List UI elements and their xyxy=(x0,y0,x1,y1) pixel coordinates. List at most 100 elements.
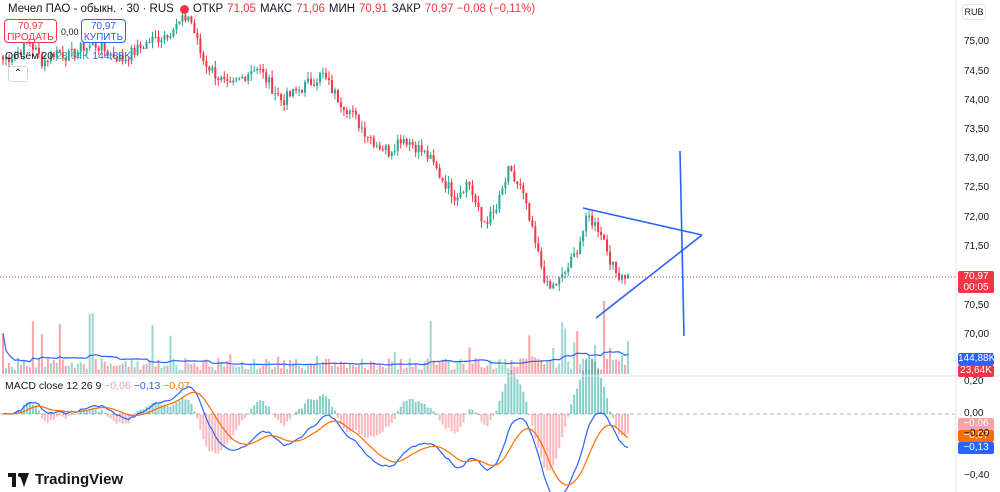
macd-histogram-bar xyxy=(513,373,516,414)
candle-body xyxy=(579,241,582,255)
collapse-legend-button[interactable]: ⌃ xyxy=(8,66,28,82)
macd-histogram-bar xyxy=(310,399,313,414)
volume-bar xyxy=(58,324,61,374)
volume-bar xyxy=(37,358,40,374)
volume-bar xyxy=(28,367,31,374)
macd-histogram-bar xyxy=(58,414,61,416)
volume-bar xyxy=(181,369,184,374)
macd-legend[interactable]: MACD close 12 26 9 −0,06 −0,13 −0,07 xyxy=(5,380,190,392)
volume-bar xyxy=(124,361,127,374)
volume-bar xyxy=(67,365,70,374)
volume-bar xyxy=(573,342,576,374)
volume-bar xyxy=(154,366,157,374)
volume-bar xyxy=(582,358,585,374)
volume-bar xyxy=(420,369,423,374)
spread-value: 0,00 xyxy=(61,27,79,37)
volume-legend-name: Объём 20 xyxy=(5,50,54,62)
macd-hist-badge: −0,06 xyxy=(958,418,994,430)
candle-body xyxy=(624,275,627,279)
volume-bar xyxy=(564,328,567,374)
macd-histogram-bar xyxy=(492,414,495,416)
macd-histogram-bar xyxy=(510,369,513,414)
volume-bar xyxy=(13,369,16,374)
macd-histogram-bar xyxy=(25,402,28,414)
macd-histogram-bar xyxy=(561,414,564,438)
bar-countdown: 00:05 xyxy=(963,282,989,293)
macd-histogram-bar xyxy=(196,414,199,419)
volume-bar xyxy=(133,367,136,374)
volume-bar xyxy=(372,362,375,374)
volume-bar xyxy=(384,368,387,374)
triangle-drawing[interactable] xyxy=(582,150,703,337)
candle-body xyxy=(70,48,73,51)
macd-histogram-bar xyxy=(426,407,429,414)
price-tick: 75,00 xyxy=(964,36,990,47)
macd-histogram-bar xyxy=(339,414,342,425)
volume-bar xyxy=(390,361,393,374)
candle-body xyxy=(576,253,579,255)
volume-bar xyxy=(172,358,175,374)
candle-body xyxy=(100,42,103,51)
buy-button[interactable]: 70,97 КУПИТЬ xyxy=(81,19,126,43)
volume-bar xyxy=(241,361,244,374)
volume-bar xyxy=(609,347,612,374)
volume-bar xyxy=(10,366,13,374)
candle-body xyxy=(537,242,540,252)
volume-bar xyxy=(163,365,166,374)
macd-histogram-bar xyxy=(16,409,19,414)
macd-histogram-bar xyxy=(597,369,600,414)
macd-histogram-bar xyxy=(411,399,414,414)
macd-histogram-bar xyxy=(348,414,351,432)
macd-histogram-bar xyxy=(103,412,106,414)
volume-legend[interactable]: Объём 20 23,64K 144,88K xyxy=(5,50,131,62)
candle-body xyxy=(193,22,196,34)
tradingview-logo[interactable]: TradingView xyxy=(8,471,123,488)
volume-bar xyxy=(16,357,19,374)
logo-text: TradingView xyxy=(35,471,124,488)
volume-bar xyxy=(354,366,357,374)
candle-body xyxy=(369,136,372,138)
volume-bar xyxy=(157,359,160,374)
volume-bar xyxy=(426,358,429,374)
macd-histogram-bar xyxy=(357,414,360,434)
volume-bar xyxy=(351,365,354,374)
macd-histogram-bar xyxy=(591,358,594,414)
volume-bar xyxy=(115,366,118,374)
macd-histogram-bar xyxy=(549,414,552,471)
macd-histogram-bar xyxy=(208,414,211,452)
price-tick: 72,50 xyxy=(964,182,990,193)
candle-body xyxy=(202,53,205,62)
macd-histogram-bar xyxy=(402,401,405,414)
sell-button[interactable]: 70,97 ПРОДАТЬ xyxy=(4,19,57,43)
volume-bar xyxy=(606,358,609,374)
candle-body xyxy=(426,150,429,159)
volume-bar xyxy=(522,358,525,374)
volume-bar xyxy=(22,359,25,374)
macd-histogram-bar xyxy=(253,404,256,414)
candle-body xyxy=(289,91,292,97)
candle-body xyxy=(507,166,510,182)
candle-body xyxy=(145,42,148,49)
macd-histogram-bar xyxy=(438,414,441,421)
price-tick: 72,00 xyxy=(964,212,990,223)
candle-body xyxy=(34,47,37,50)
volume-bar xyxy=(555,367,558,374)
volume-last-badge: 23,64K xyxy=(958,365,994,377)
volume-bars xyxy=(2,301,629,374)
candle-body xyxy=(582,231,585,242)
candle-body xyxy=(157,36,160,43)
macd-histogram-bar xyxy=(190,403,193,414)
volume-bar xyxy=(220,361,223,374)
macd-histogram-bar xyxy=(67,414,70,416)
symbol-title[interactable]: Мечел ПАО - обыкн. · 30 · RUS xyxy=(8,3,174,15)
candle-body xyxy=(229,81,232,83)
volume-bar xyxy=(342,363,345,374)
volume-bar xyxy=(82,364,85,374)
currency-button[interactable]: RUB xyxy=(962,4,986,20)
macd-histogram-bar xyxy=(166,405,169,414)
volume-bar xyxy=(498,359,501,374)
macd-histogram-bar xyxy=(172,405,175,414)
candle-body xyxy=(211,67,214,71)
volume-bar xyxy=(253,359,256,374)
